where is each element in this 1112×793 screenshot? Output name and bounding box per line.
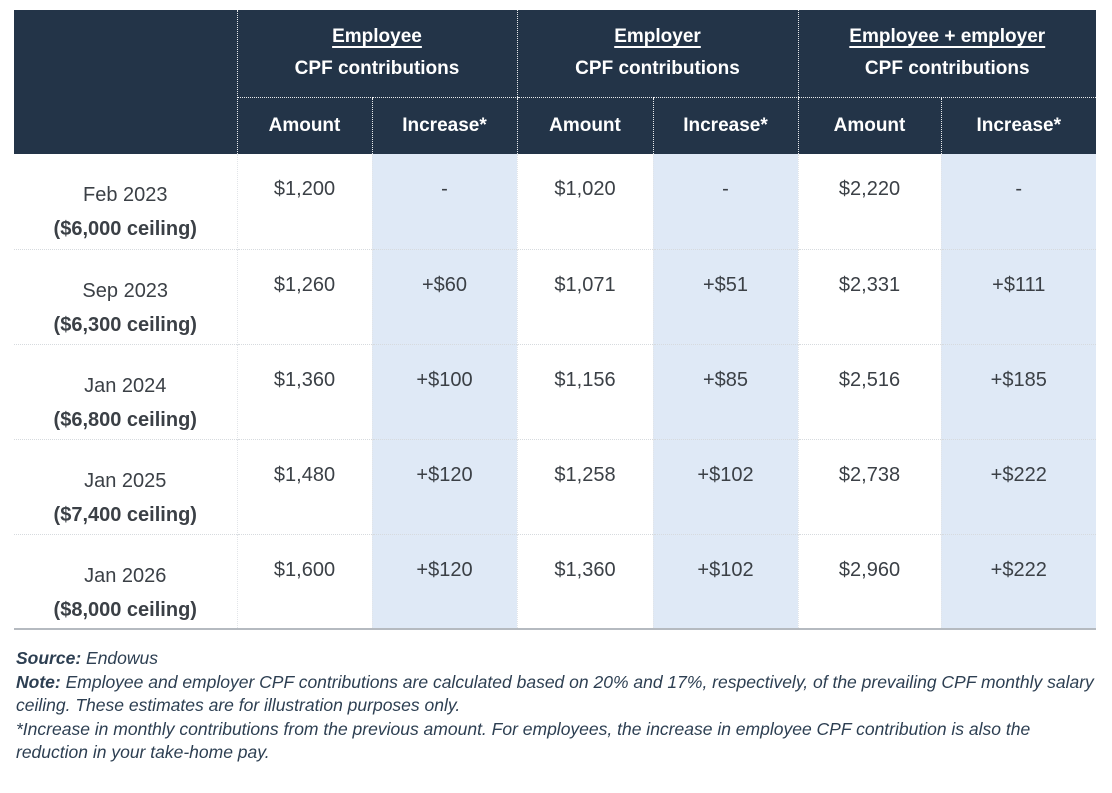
table-header: Employee CPF contributions Employer CPF … xyxy=(14,10,1096,154)
table-cell: +$102 xyxy=(652,533,798,629)
table-row: Jan 2026 ($8,000 ceiling) $1,600 +$120 $… xyxy=(14,533,1096,629)
table-cell: $1,360 xyxy=(236,343,372,439)
table-cell: $1,480 xyxy=(236,438,372,534)
note-value: Employee and employer CPF contributions … xyxy=(16,671,1094,716)
subheader-employee-amount: Amount xyxy=(236,97,372,154)
calculation-note: Note: Employee and employer CPF contribu… xyxy=(16,671,1094,718)
group-subtitle-employer: CPF contributions xyxy=(575,58,740,80)
table-cell: +$100 xyxy=(371,343,517,439)
header-corner-cell xyxy=(14,10,238,154)
row-label: Feb 2023 ($6,000 ceiling) xyxy=(14,154,237,249)
table-cell: +$222 xyxy=(940,438,1096,534)
table-cell: +$51 xyxy=(652,248,798,344)
source-value: Endowus xyxy=(81,648,159,668)
group-subtitle-total: CPF contributions xyxy=(864,58,1030,80)
table-cell: $1,156 xyxy=(516,343,653,439)
table-cell: +$222 xyxy=(940,533,1096,629)
subheader-employer-increase: Increase* xyxy=(652,97,798,154)
table-cell: +$111 xyxy=(940,248,1096,344)
note-label: Note: xyxy=(16,671,61,692)
table-cell: $2,738 xyxy=(797,438,941,534)
table-cell: $2,331 xyxy=(797,248,941,344)
row-period: Jan 2025 xyxy=(84,469,167,492)
table-body: Feb 2023 ($6,000 ceiling) $1,200 - $1,02… xyxy=(14,154,1096,629)
table-cell: - xyxy=(371,154,517,249)
table-cell: $1,260 xyxy=(236,248,372,344)
subheader-total-amount: Amount xyxy=(797,97,941,154)
row-period: Jan 2026 xyxy=(84,564,167,587)
table-cell: - xyxy=(940,154,1096,249)
table-cell: $1,200 xyxy=(236,154,372,249)
row-ceiling: ($7,400 ceiling) xyxy=(53,503,197,526)
source-note: Source: Endowus xyxy=(16,647,1094,671)
row-ceiling: ($6,000 ceiling) xyxy=(53,218,197,240)
row-label: Jan 2024 ($6,800 ceiling) xyxy=(14,343,237,439)
table-cell: $2,960 xyxy=(797,533,941,629)
group-subtitle-employee: CPF contributions xyxy=(294,58,460,80)
table-cell: $2,220 xyxy=(797,154,941,249)
group-title-employer: Employer xyxy=(614,26,701,48)
table-cell: $1,071 xyxy=(516,248,653,344)
header-group-employee: Employee CPF contributions xyxy=(236,10,517,98)
row-period: Feb 2023 xyxy=(82,184,168,206)
row-label: Sep 2023 ($6,300 ceiling) xyxy=(14,248,237,344)
header-group-employer: Employer CPF contributions xyxy=(516,10,798,98)
table-cell: +$85 xyxy=(652,343,798,439)
group-title-total: Employee + employer xyxy=(849,26,1046,48)
asterisk-note: *Increase in monthly contributions from … xyxy=(16,718,1031,763)
header-group-total: Employee + employer CPF contributions xyxy=(797,10,1096,98)
table-cell: $2,516 xyxy=(797,343,941,439)
table-row: Jan 2025 ($7,400 ceiling) $1,480 +$120 $… xyxy=(14,438,1096,534)
table-row: Feb 2023 ($6,000 ceiling) $1,200 - $1,02… xyxy=(14,154,1096,249)
table-cell: +$102 xyxy=(652,438,798,534)
subheader-employer-amount: Amount xyxy=(516,97,653,154)
table-cell: +$185 xyxy=(940,343,1096,439)
row-period: Jan 2024 xyxy=(84,374,167,397)
row-period: Sep 2023 xyxy=(82,279,169,302)
subheader-total-increase: Increase* xyxy=(940,97,1096,154)
row-label: Jan 2026 ($8,000 ceiling) xyxy=(14,533,237,629)
table-cell: $1,600 xyxy=(236,533,372,629)
group-title-employee: Employee xyxy=(332,26,422,48)
table-cell: $1,360 xyxy=(516,533,653,629)
table-cell: $1,258 xyxy=(516,438,653,534)
source-label: Source: xyxy=(16,648,82,668)
table-cell: +$120 xyxy=(371,533,517,629)
table-cell: +$60 xyxy=(371,248,517,344)
table-cell: - xyxy=(652,154,798,249)
table-row: Jan 2024 ($6,800 ceiling) $1,360 +$100 $… xyxy=(14,343,1096,439)
row-label: Jan 2025 ($7,400 ceiling) xyxy=(14,438,237,534)
cpf-contributions-table: Employee CPF contributions Employer CPF … xyxy=(14,10,1096,630)
row-ceiling: ($6,300 ceiling) xyxy=(53,313,197,336)
row-ceiling: ($8,000 ceiling) xyxy=(53,598,197,621)
footer-notes: Source: Endowus Note: Employee and emplo… xyxy=(14,630,1096,765)
table-cell: +$120 xyxy=(371,438,517,534)
table-row: Sep 2023 ($6,300 ceiling) $1,260 +$60 $1… xyxy=(14,248,1096,344)
table-cell: $1,020 xyxy=(516,154,653,249)
subheader-employee-increase: Increase* xyxy=(371,97,517,154)
row-ceiling: ($6,800 ceiling) xyxy=(53,408,197,431)
